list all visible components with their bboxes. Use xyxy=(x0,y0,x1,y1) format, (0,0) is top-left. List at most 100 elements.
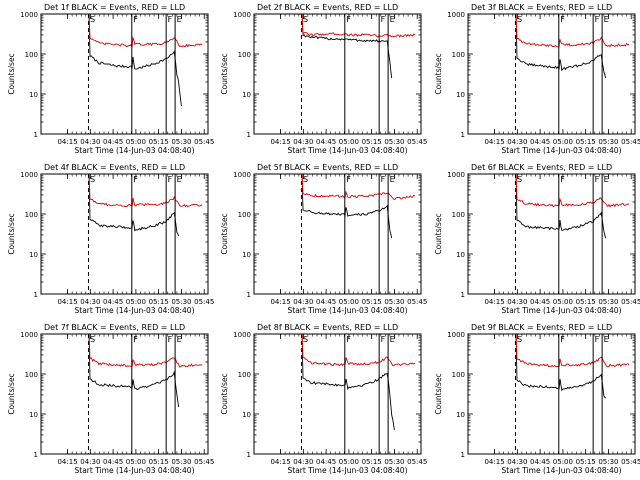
x-tick-label: 05:45 xyxy=(194,138,214,146)
y-axis-title: Counts/sec xyxy=(7,53,16,94)
x-tick-label: 05:15 xyxy=(576,298,596,306)
x-tick-label: 04:30 xyxy=(507,298,527,306)
x-tick-label: 05:30 xyxy=(384,138,404,146)
marker-label: E xyxy=(177,335,182,344)
marker-label: F xyxy=(595,175,600,184)
marker-label: S xyxy=(90,175,95,184)
y-tick-label: 10 xyxy=(29,251,38,259)
x-tick-label: 05:45 xyxy=(194,298,214,306)
x-tick-label: 05:00 xyxy=(126,458,146,466)
marker-label: F xyxy=(595,335,600,344)
x-tick-label: 04:15 xyxy=(270,458,290,466)
x-tick-label: 04:30 xyxy=(507,138,527,146)
y-tick-label: 1000 xyxy=(20,11,38,19)
series-events xyxy=(301,333,395,430)
plot-frame xyxy=(467,333,636,455)
y-tick-label: 100 xyxy=(452,211,465,219)
x-tick-label: 04:45 xyxy=(530,458,550,466)
x-tick-label: 05:30 xyxy=(598,298,618,306)
y-axis-title: Counts/sec xyxy=(434,53,443,94)
marker-label: E xyxy=(177,15,182,24)
x-tick-label: 04:15 xyxy=(57,298,77,306)
x-axis-title: Start Time (14-Jun-03 04:08:40) xyxy=(288,306,408,315)
series-events xyxy=(515,173,607,239)
x-tick-label: 05:15 xyxy=(362,298,382,306)
x-tick-label: 05:30 xyxy=(171,458,191,466)
plot-frame xyxy=(40,173,209,295)
series-lld xyxy=(301,173,416,200)
x-tick-label: 04:30 xyxy=(507,458,527,466)
x-tick-label: 04:45 xyxy=(530,138,550,146)
x-tick-label: 05:45 xyxy=(621,458,640,466)
y-tick-label: 100 xyxy=(452,51,465,59)
x-tick-label: 04:45 xyxy=(103,138,123,146)
series-events xyxy=(88,173,180,237)
y-tick-label: 1 xyxy=(461,131,465,139)
x-axis-title: Start Time (14-Jun-03 04:08:40) xyxy=(502,306,622,315)
x-tick-label: 04:45 xyxy=(316,298,336,306)
x-tick-label: 04:45 xyxy=(316,458,336,466)
x-tick-label: 05:00 xyxy=(126,138,146,146)
plot-frame xyxy=(253,333,422,455)
chart-title: Det 9f BLACK = Events, RED = LLD xyxy=(471,323,612,332)
x-tick-label: 04:30 xyxy=(293,458,313,466)
marker-label: F xyxy=(560,335,565,344)
x-tick-label: 05:00 xyxy=(339,138,359,146)
x-tick-label: 05:15 xyxy=(362,458,382,466)
x-tick-label: 05:45 xyxy=(407,138,427,146)
plot-frame xyxy=(40,13,209,135)
x-tick-label: 05:15 xyxy=(576,138,596,146)
chart-panel-1: Det 1f BLACK = Events, RED = LLD 1 10 100 10… xyxy=(7,3,214,155)
marker-label: S xyxy=(517,175,522,184)
y-axis-title: Counts/sec xyxy=(7,213,16,254)
plot-frame xyxy=(467,13,636,135)
x-tick-label: 05:45 xyxy=(621,298,640,306)
x-tick-label: 05:45 xyxy=(194,458,214,466)
y-tick-label: 1 xyxy=(247,131,251,139)
plot-frame xyxy=(40,333,209,455)
marker-label: F xyxy=(560,175,565,184)
x-tick-label: 05:00 xyxy=(553,298,573,306)
x-axis-title: Start Time (14-Jun-03 04:08:40) xyxy=(288,146,408,155)
chart-title: Det 7f BLACK = Events, RED = LLD xyxy=(44,323,185,332)
y-axis-title: Counts/sec xyxy=(220,373,229,414)
y-tick-label: 1000 xyxy=(447,331,465,339)
x-tick-label: 04:15 xyxy=(270,298,290,306)
marker-label: F xyxy=(381,335,386,344)
x-tick-label: 05:30 xyxy=(171,138,191,146)
x-tick-label: 05:00 xyxy=(339,458,359,466)
chart-panel-9: Det 9f BLACK = Events, RED = LLD 1 10 100 10… xyxy=(434,323,640,475)
y-tick-label: 10 xyxy=(242,411,251,419)
marker-label: S xyxy=(303,15,308,24)
x-axis-title: Start Time (14-Jun-03 04:08:40) xyxy=(75,306,195,315)
chart-title: Det 8f BLACK = Events, RED = LLD xyxy=(257,323,398,332)
y-tick-label: 1 xyxy=(34,291,38,299)
y-tick-label: 100 xyxy=(25,371,38,379)
chart-panel-4: Det 4f BLACK = Events, RED = LLD 1 10 100 10… xyxy=(7,163,214,315)
y-tick-label: 10 xyxy=(456,91,465,99)
chart-title: Det 6f BLACK = Events, RED = LLD xyxy=(471,163,612,172)
marker-label: E xyxy=(604,335,609,344)
x-tick-label: 05:15 xyxy=(149,298,169,306)
marker-label: F xyxy=(133,335,138,344)
y-tick-label: 1 xyxy=(247,451,251,459)
series-events xyxy=(88,13,182,107)
x-tick-label: 05:45 xyxy=(407,298,427,306)
chart-title: Det 4f BLACK = Events, RED = LLD xyxy=(44,163,185,172)
series-lld xyxy=(515,13,630,48)
x-tick-label: 04:15 xyxy=(484,298,504,306)
series-events xyxy=(515,13,607,79)
x-tick-label: 04:30 xyxy=(293,138,313,146)
marker-label: S xyxy=(303,175,308,184)
x-tick-label: 04:45 xyxy=(103,298,123,306)
y-tick-label: 1000 xyxy=(20,331,38,339)
y-tick-label: 100 xyxy=(452,371,465,379)
marker-label: F xyxy=(381,175,386,184)
x-tick-label: 04:30 xyxy=(80,458,100,466)
x-tick-label: 05:45 xyxy=(621,138,640,146)
y-tick-label: 1 xyxy=(247,291,251,299)
marker-label: F xyxy=(133,15,138,24)
chart-title: Det 1f BLACK = Events, RED = LLD xyxy=(44,3,185,12)
chart-title: Det 5f BLACK = Events, RED = LLD xyxy=(257,163,398,172)
